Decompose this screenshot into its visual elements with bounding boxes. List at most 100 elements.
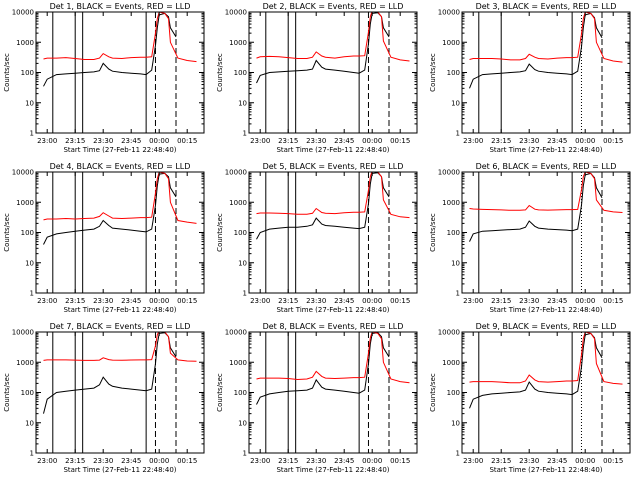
y-tick-label: 10000 [438,329,460,337]
y-tick-label: 10000 [225,329,247,337]
events-series-line [256,12,390,84]
x-tick-label: 23:00 [250,457,270,465]
plot-area [469,12,623,133]
panel-title: Det 1, BLACK = Events, RED = LLD [50,2,191,11]
x-tick-label: 00:00 [575,457,595,465]
events-series-line [43,172,177,245]
x-tick-label: 23:30 [519,457,539,465]
x-tick-label: 23:00 [463,297,483,305]
y-tick-label: 10000 [438,9,460,17]
x-tick-label: 23:00 [37,137,57,145]
x-tick-label: 23:00 [250,297,270,305]
lld-series-line [43,12,197,63]
y-tick-label: 10000 [12,9,34,17]
y-tick-label: 1000 [442,199,460,207]
y-tick-label: 1 [243,290,247,298]
plot-area [256,332,410,453]
detector-panel: Det 8, BLACK = Events, RED = LLD 23:00 23:… [216,322,418,474]
panel-title: Det 6, BLACK = Events, RED = LLD [476,162,617,171]
lld-series-line [469,12,623,63]
y-tick-label: 10 [451,419,460,427]
x-tick-label: 00:15 [177,297,197,305]
y-tick-label: 1 [456,290,460,298]
y-tick-label: 10 [238,259,247,267]
plot-area [469,332,623,453]
y-tick-label: 1000 [16,199,34,207]
x-tick-label: 23:30 [306,137,326,145]
plot-area [256,172,410,293]
y-tick-label: 1000 [229,39,247,47]
detector-panel: Det 2, BLACK = Events, RED = LLD 23:00 23:… [216,2,418,154]
plot-frame [35,171,205,294]
y-tick-label: 1000 [16,39,34,47]
y-tick-label: 1 [30,290,34,298]
detector-panel: Det 5, BLACK = Events, RED = LLD 23:00 23:… [216,162,418,314]
y-tick-label: 1000 [229,199,247,207]
x-tick-label: 00:00 [362,297,382,305]
y-tick-label: 1 [456,450,460,458]
x-tick-label: 23:45 [121,297,141,305]
y-tick-label: 10 [238,99,247,107]
x-tick-label: 00:15 [390,297,410,305]
plot-frame [461,171,631,294]
y-axis-label: Counts/sec [3,213,11,252]
y-tick-label: 100 [21,69,34,77]
y-tick-label: 10 [25,419,34,427]
detector-panel: Det 9, BLACK = Events, RED = LLD 23:00 23:… [429,322,631,474]
y-tick-label: 1000 [442,359,460,367]
y-tick-label: 100 [447,69,460,77]
x-tick-label: 23:15 [65,457,85,465]
x-tick-label: 23:15 [65,297,85,305]
y-axis-label: Counts/sec [429,213,437,252]
events-series-line [43,332,177,414]
x-tick-label: 23:00 [37,457,57,465]
y-axis-label: Counts/sec [216,373,224,412]
panel-title: Det 7, BLACK = Events, RED = LLD [50,322,191,331]
x-tick-label: 23:00 [37,297,57,305]
x-tick-label: 00:15 [390,457,410,465]
x-tick-label: 00:00 [149,297,169,305]
x-tick-label: 00:15 [603,457,623,465]
y-tick-label: 10 [25,259,34,267]
x-tick-label: 23:45 [334,137,354,145]
x-tick-label: 00:15 [177,137,197,145]
panel-title: Det 5, BLACK = Events, RED = LLD [263,162,404,171]
x-axis-label: Start Time (27-Feb-11 22:48:40) [63,466,176,474]
x-tick-label: 23:15 [65,137,85,145]
x-axis-label: Start Time (27-Feb-11 22:48:40) [63,146,176,154]
lld-series-line [256,332,410,384]
y-tick-label: 10000 [438,169,460,177]
y-tick-label: 1000 [442,39,460,47]
y-tick-label: 100 [234,389,247,397]
x-tick-label: 23:30 [306,457,326,465]
lld-series-line [256,12,410,62]
y-tick-label: 1 [30,130,34,138]
x-tick-label: 23:00 [250,137,270,145]
y-axis-label: Counts/sec [216,53,224,92]
plot-area [43,332,197,453]
y-tick-label: 10 [451,259,460,267]
x-tick-label: 23:30 [93,137,113,145]
x-tick-label: 23:45 [121,457,141,465]
x-tick-label: 23:15 [491,457,511,465]
y-tick-label: 1 [243,130,247,138]
panel-title: Det 3, BLACK = Events, RED = LLD [476,2,617,11]
x-tick-label: 23:15 [278,137,298,145]
y-tick-label: 10000 [225,169,247,177]
y-axis-label: Counts/sec [3,53,11,92]
x-tick-label: 00:15 [390,137,410,145]
y-tick-label: 1000 [229,359,247,367]
x-tick-label: 00:00 [149,457,169,465]
y-tick-label: 100 [234,229,247,237]
y-tick-label: 1000 [16,359,34,367]
y-tick-label: 100 [447,229,460,237]
events-series-line [469,172,603,242]
lld-series-line [43,172,197,224]
y-axis-label: Counts/sec [3,373,11,412]
y-tick-label: 10 [25,99,34,107]
y-tick-label: 10000 [225,9,247,17]
x-axis-label: Start Time (27-Feb-11 22:48:40) [276,306,389,314]
x-axis-label: Start Time (27-Feb-11 22:48:40) [276,466,389,474]
plot-area [43,172,197,293]
